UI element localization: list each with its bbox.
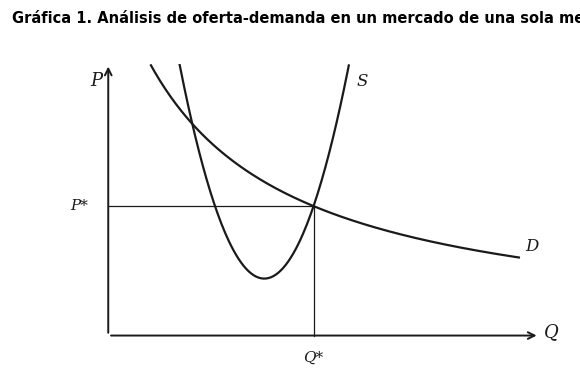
- Text: Q: Q: [543, 322, 559, 340]
- Text: S: S: [357, 73, 368, 90]
- Text: Q*: Q*: [303, 351, 324, 365]
- Text: Gráfica 1. Análisis de oferta-demanda en un mercado de una sola mercancía: Gráfica 1. Análisis de oferta-demanda en…: [12, 11, 580, 26]
- Text: P*: P*: [70, 199, 88, 213]
- Text: P: P: [90, 72, 102, 90]
- Text: D: D: [525, 238, 538, 255]
